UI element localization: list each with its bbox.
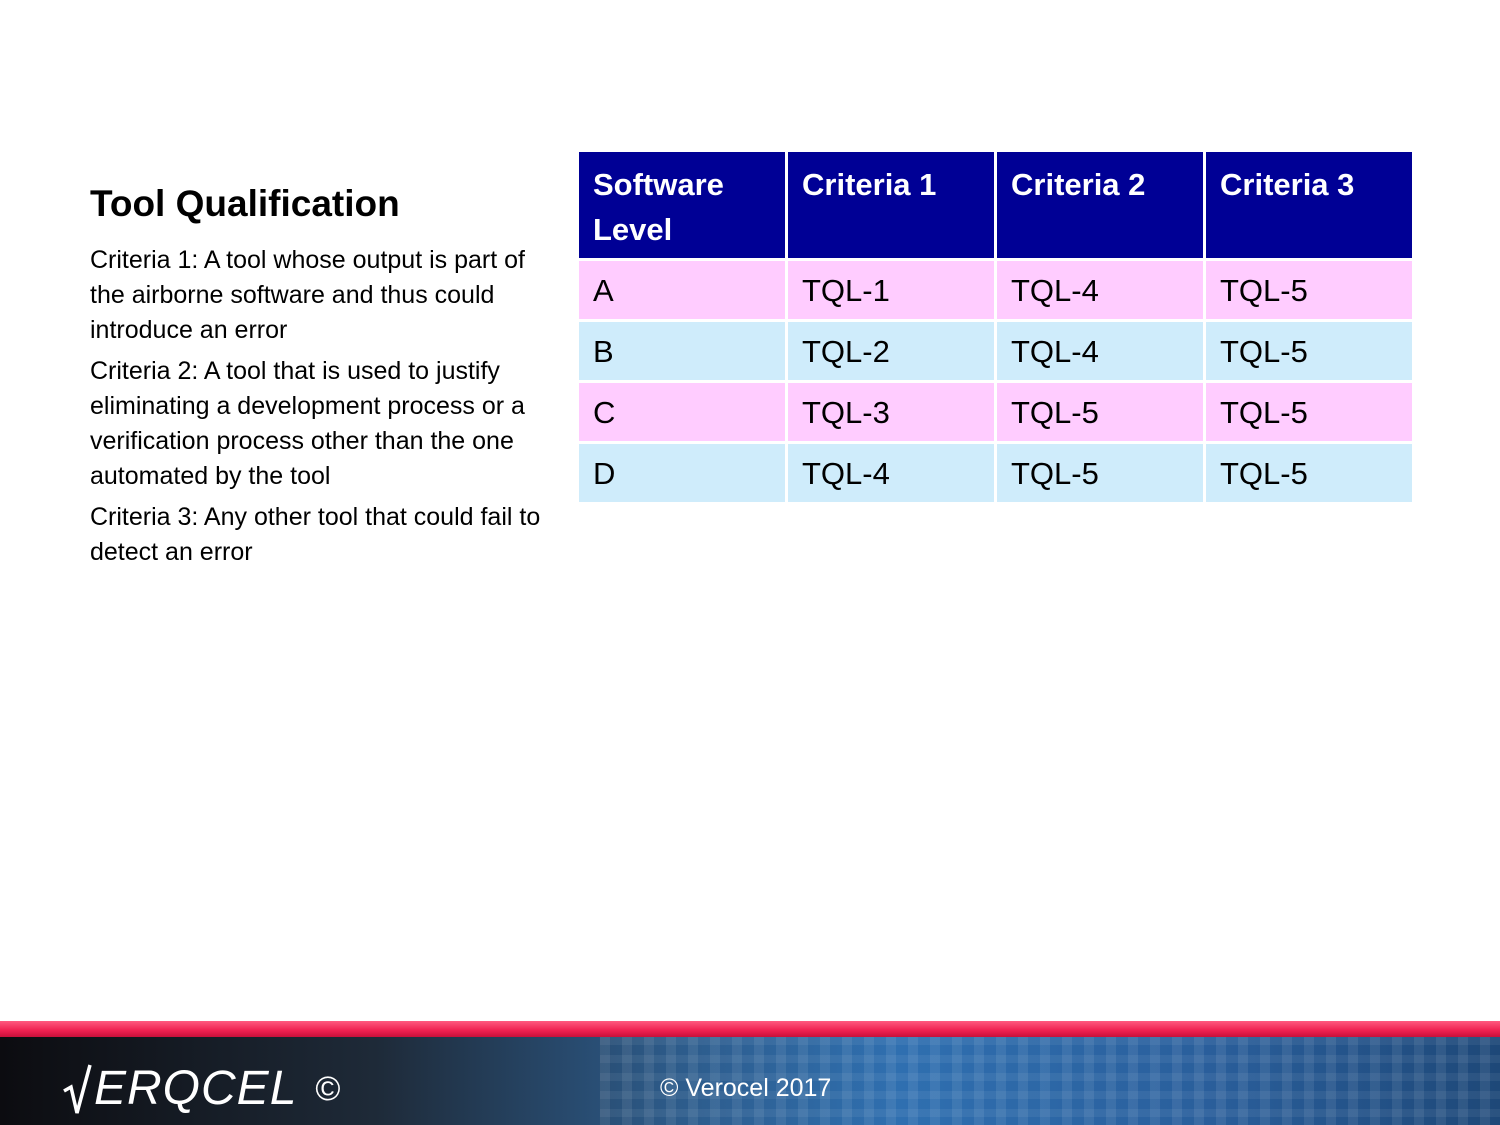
table-row: A TQL-1 TQL-4 TQL-5 xyxy=(579,261,1412,319)
criteria-3-description: Criteria 3: Any other tool that could fa… xyxy=(90,503,541,566)
table-cell: TQL-3 xyxy=(788,383,994,441)
criteria-1-description: Criteria 1: A tool whose output is part … xyxy=(90,246,525,344)
table-cell: TQL-2 xyxy=(788,322,994,380)
table-cell: A xyxy=(579,261,785,319)
table-cell: B xyxy=(579,322,785,380)
criteria-list: Criteria 1: A tool whose output is part … xyxy=(90,243,565,576)
table-cell: TQL-5 xyxy=(1206,261,1412,319)
check-radical-icon xyxy=(63,1064,92,1114)
header-criteria-1: Criteria 1 xyxy=(788,152,994,258)
footer-accent-stripe xyxy=(0,1021,1500,1037)
footer-band: ERQCEL © © Verocel 2017 xyxy=(0,1037,1500,1125)
verocel-logo: ERQCEL © xyxy=(62,1059,340,1119)
table-cell: TQL-4 xyxy=(997,261,1203,319)
table-row: D TQL-4 TQL-5 TQL-5 xyxy=(579,444,1412,502)
table-header-row: Software Level Criteria 1 Criteria 2 Cri… xyxy=(579,152,1412,258)
table-cell: TQL-1 xyxy=(788,261,994,319)
tql-table: Software Level Criteria 1 Criteria 2 Cri… xyxy=(576,149,1415,505)
logo-copyright-mark: © xyxy=(315,1070,341,1108)
table-cell: D xyxy=(579,444,785,502)
table-cell: TQL-5 xyxy=(1206,322,1412,380)
criteria-2-description: Criteria 2: A tool that is used to justi… xyxy=(90,357,525,490)
table-cell: TQL-5 xyxy=(1206,383,1412,441)
footer-building-pattern xyxy=(600,1037,1500,1125)
table-cell: TQL-4 xyxy=(788,444,994,502)
table-row: C TQL-3 TQL-5 TQL-5 xyxy=(579,383,1412,441)
table-cell: TQL-4 xyxy=(997,322,1203,380)
logo-wordmark: ERQCEL xyxy=(94,1062,298,1115)
footer-copyright: © Verocel 2017 xyxy=(660,1074,832,1102)
header-software-level: Software Level xyxy=(579,152,785,258)
table-cell: TQL-5 xyxy=(997,383,1203,441)
table-cell: TQL-5 xyxy=(997,444,1203,502)
header-criteria-3: Criteria 3 xyxy=(1206,152,1412,258)
header-criteria-2: Criteria 2 xyxy=(997,152,1203,258)
table-cell: C xyxy=(579,383,785,441)
table-cell: TQL-5 xyxy=(1206,444,1412,502)
table-row: B TQL-2 TQL-4 TQL-5 xyxy=(579,322,1412,380)
footer: ERQCEL © © Verocel 2017 xyxy=(0,1021,1500,1125)
slide-title: Tool Qualification xyxy=(90,183,400,224)
